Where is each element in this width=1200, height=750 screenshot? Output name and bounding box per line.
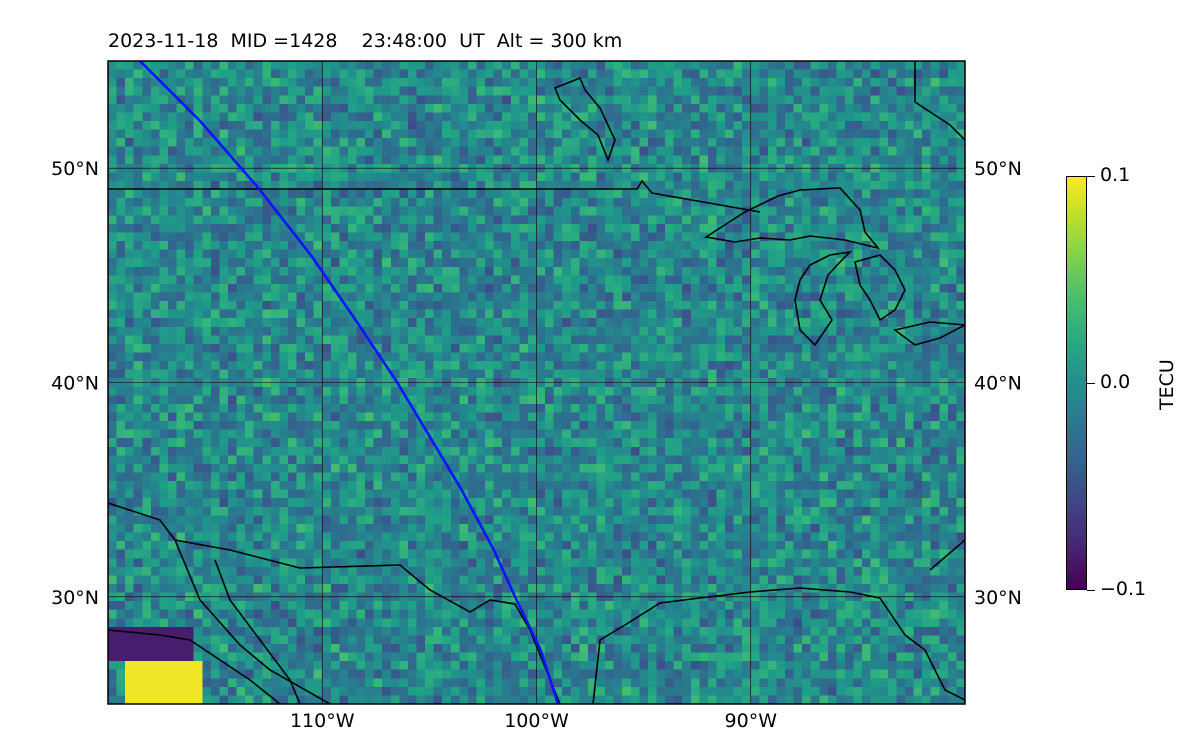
baja-coast bbox=[108, 629, 281, 704]
mexico-mainland-coast bbox=[174, 539, 331, 704]
gridlines bbox=[108, 61, 965, 704]
hudson-bay-east bbox=[914, 61, 965, 141]
lat-tick-label-right: 30°N bbox=[974, 587, 1022, 609]
lat-tick-label-right: 40°N bbox=[974, 373, 1022, 395]
satellite-track bbox=[139, 61, 560, 704]
lake-erie-ontario bbox=[893, 321, 965, 346]
coastlines bbox=[108, 61, 965, 704]
axis-ticks: 110°W 100°W 90°W 50°N 50°N 40°N 40°N 30°N 30°N bbox=[51, 158, 1022, 732]
hudson-bay-coast bbox=[553, 76, 616, 163]
colorbar-label: TECU bbox=[1156, 359, 1178, 410]
track-line bbox=[139, 61, 560, 704]
colorbar-tick bbox=[1087, 175, 1095, 177]
lon-tick-label: 90°W bbox=[725, 710, 778, 732]
lat-tick-label-left: 40°N bbox=[51, 373, 99, 395]
lake-michigan bbox=[794, 250, 853, 347]
gulf-coast bbox=[592, 587, 965, 704]
lon-tick-label: 110°W bbox=[290, 710, 355, 732]
florida-coast bbox=[929, 539, 965, 571]
baja-inner bbox=[214, 559, 301, 704]
colorbar-tick-label: 0.0 bbox=[1100, 371, 1131, 393]
lat-tick-label-left: 50°N bbox=[51, 158, 99, 180]
map-title: 2023-11-18 MID =1428 23:48:00 UT Alt = 3… bbox=[108, 30, 623, 52]
colorbar-tick bbox=[1087, 382, 1095, 384]
colorbar-tick bbox=[1087, 589, 1095, 591]
colorbar-tick-label: 0.1 bbox=[1100, 164, 1131, 186]
lake-huron bbox=[854, 254, 906, 322]
lon-tick-label: 100°W bbox=[504, 710, 569, 732]
colorbar-tick-label: −0.1 bbox=[1100, 578, 1147, 600]
mexico-border bbox=[108, 502, 561, 704]
lake-superior bbox=[703, 187, 881, 250]
map-frame bbox=[107, 60, 966, 705]
lat-tick-label-left: 30°N bbox=[51, 587, 99, 609]
colorbar bbox=[1066, 176, 1087, 590]
us-canada-border bbox=[108, 179, 761, 213]
lat-tick-label-right: 50°N bbox=[974, 158, 1022, 180]
